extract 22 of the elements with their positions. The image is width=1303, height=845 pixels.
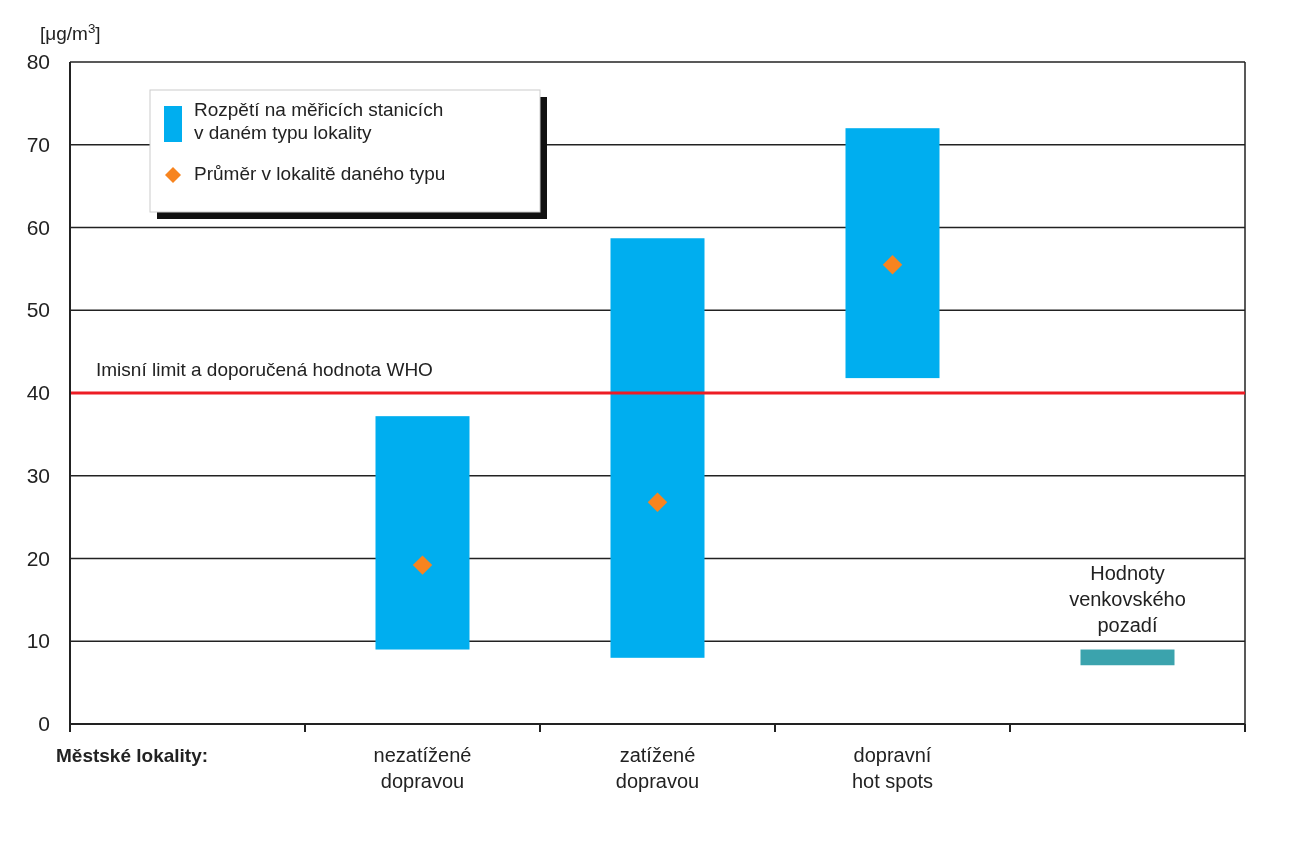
- legend-label: Rozpětí na měřicích stanicích v daném typu lokality: [194, 99, 444, 143]
- y-tick-label: 40: [26, 381, 50, 404]
- x-tick-label: zatížené dopravou: [615, 744, 700, 792]
- y-tick-label: 70: [26, 132, 50, 156]
- y-tick-label: 50: [26, 298, 50, 322]
- ref-line-label: Imisní limit a doporučená hodnota WHO: [96, 359, 433, 380]
- bar: [845, 128, 940, 379]
- bar: [375, 416, 470, 650]
- legend-label: Průměr v lokalitě daného typu: [194, 163, 446, 184]
- y-tick-label: 60: [26, 215, 50, 239]
- y-tick-label: 10: [26, 629, 50, 653]
- x-tick-label: dopravní hot spots: [851, 744, 934, 792]
- bar: [1080, 649, 1175, 666]
- y-tick-label: 20: [26, 546, 50, 570]
- bar: [610, 238, 705, 658]
- annotation: Hodnoty venkovského pozadí: [1069, 561, 1186, 636]
- y-tick-label: 0: [38, 712, 50, 735]
- y-axis-title: [μg/m$^{3}$]: [40, 20, 101, 44]
- y-tick-label: 30: [26, 463, 50, 487]
- x-tick-label: nezatížené dopravou: [373, 744, 472, 792]
- y-tick-label: 80: [26, 50, 50, 73]
- x-axis-title: Městské lokality:: [56, 745, 209, 766]
